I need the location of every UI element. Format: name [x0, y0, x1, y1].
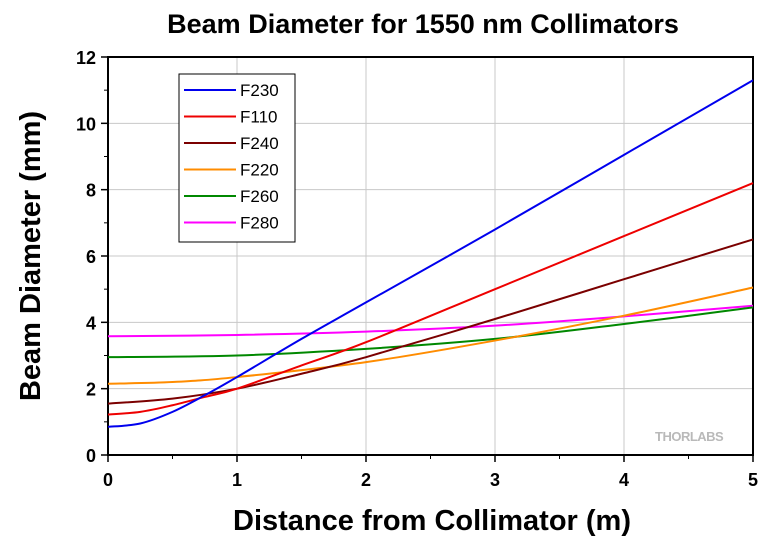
series-line-f240 — [107, 238, 754, 405]
legend-label-f220: F220 — [240, 161, 279, 180]
series-line-f260 — [107, 306, 754, 359]
x-axis-label: Distance from Collimator (m) — [233, 505, 631, 537]
legend: F230 F110 F240 F220 F260 F280 — [178, 73, 296, 243]
x-tick-label: 1 — [232, 470, 242, 490]
y-tick-label: 2 — [86, 380, 96, 400]
series-line-f280 — [107, 304, 754, 338]
legend-label-f260: F260 — [240, 187, 279, 206]
legend-label-f110: F110 — [240, 108, 278, 127]
legend-items: F230 F110 F240 F220 F260 F280 — [184, 81, 279, 233]
legend-label-f240: F240 — [240, 134, 279, 153]
x-tick-label: 2 — [361, 470, 371, 490]
y-tick-label: 12 — [76, 48, 96, 68]
y-tick-label: 4 — [86, 313, 96, 333]
series-line-f230 — [107, 79, 754, 428]
y-tick-label: 10 — [76, 114, 96, 134]
x-tick-label: 5 — [748, 470, 758, 490]
x-tick-label: 0 — [103, 470, 113, 490]
y-axis-label: Beam Diameter (mm) — [15, 111, 47, 401]
x-tick-label: 3 — [490, 470, 500, 490]
thorlabs-watermark: THORLABS — [655, 429, 724, 444]
x-tick-label: 4 — [619, 470, 629, 490]
y-tick-label: 8 — [86, 181, 96, 201]
y-tick-label: 0 — [86, 446, 96, 466]
data-series — [107, 79, 754, 428]
series-line-f220 — [107, 286, 754, 385]
series-line-f110 — [107, 182, 754, 416]
legend-label-f230: F230 — [240, 81, 279, 100]
legend-label-f280: F280 — [240, 214, 279, 233]
legend-box — [178, 73, 296, 243]
chart-title: Beam Diameter for 1550 nm Collimators — [167, 9, 679, 39]
y-tick-label: 6 — [86, 247, 96, 267]
